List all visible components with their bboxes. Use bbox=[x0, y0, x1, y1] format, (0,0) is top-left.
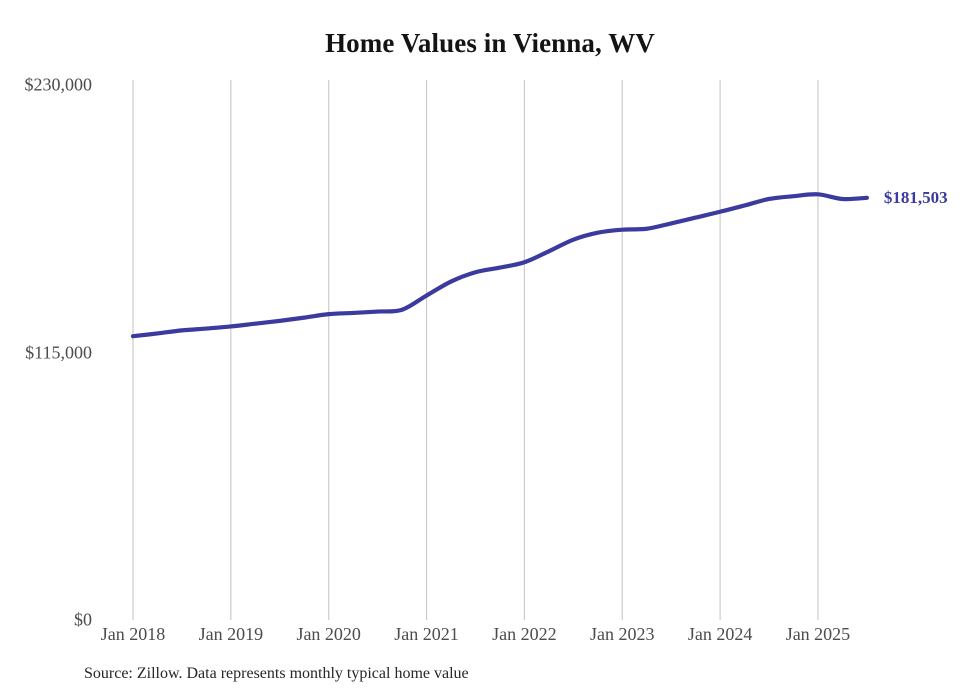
x-axis-tick-label: Jan 2020 bbox=[296, 624, 361, 644]
x-axis-tick-label: Jan 2018 bbox=[100, 624, 166, 644]
y-axis-tick-label: $115,000 bbox=[25, 342, 92, 362]
source-note: Source: Zillow. Data represents monthly … bbox=[84, 665, 469, 682]
x-axis-tick-label: Jan 2023 bbox=[590, 624, 655, 644]
end-value-label: $181,503 bbox=[883, 187, 948, 207]
series-group bbox=[130, 192, 869, 339]
y-axis-tick-label: $0 bbox=[74, 609, 92, 630]
value-line bbox=[130, 192, 869, 339]
x-axis-tick-label: Jan 2019 bbox=[198, 624, 264, 644]
x-axis-tick-label: Jan 2025 bbox=[785, 624, 851, 644]
x-axis-tick-label: Jan 2022 bbox=[492, 624, 557, 644]
y-axis-tick-label: $230,000 bbox=[24, 74, 93, 95]
chart-title: Home Values in Vienna, WV bbox=[325, 28, 655, 58]
gridlines-group bbox=[132, 80, 819, 620]
x-axis-tick-label: Jan 2021 bbox=[394, 624, 459, 644]
x-axis-tick-label: Jan 2024 bbox=[687, 624, 753, 644]
